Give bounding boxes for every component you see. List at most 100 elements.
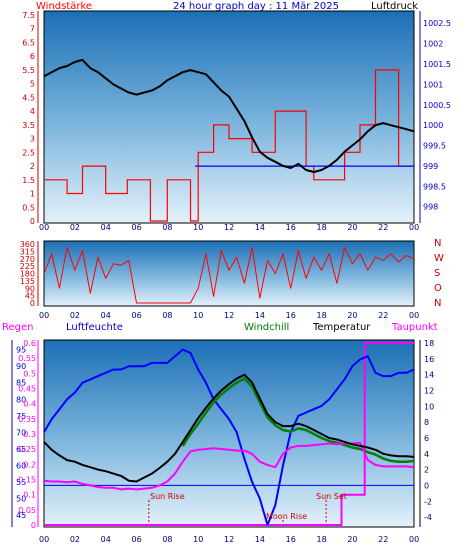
x-tick-bottom-10: 20 — [347, 535, 357, 544]
x-tick-top-5: 10 — [193, 223, 203, 232]
wind-axis-tick-11: 5.5 — [22, 66, 35, 75]
x-tick-mid-2: 04 — [101, 311, 111, 320]
wind-axis-tick-2: 1 — [30, 190, 35, 199]
rain-total-line — [44, 342, 414, 526]
wind-axis-tick-12: 6 — [30, 52, 35, 61]
x-tick-top-3: 06 — [132, 223, 142, 232]
humidity-line — [43, 348, 415, 526]
x-tick-top-6: 12 — [224, 223, 234, 232]
wind-axis-tick-5: 2.5 — [22, 148, 35, 157]
pressure-axis-tick-0: 998 — [423, 203, 438, 212]
wind-axis-tick-15: 7.5 — [22, 11, 35, 20]
pressure-axis-tick-3: 999.5 — [423, 142, 446, 151]
rain-axis-tick-6: 0.3 — [23, 430, 36, 439]
x-tick-mid-5: 10 — [193, 311, 203, 320]
compass-label-4: N — [434, 298, 441, 309]
x-tick-top-0: 00 — [39, 223, 49, 232]
x-tick-bottom-4: 08 — [162, 535, 172, 544]
rain-axis-tick-12: 0.6 — [23, 339, 36, 348]
sun-rise-annotation: Sun Rise — [150, 492, 185, 501]
pressure-axis-tick-2: 999 — [423, 162, 438, 171]
x-tick-top-1: 02 — [70, 223, 80, 232]
rain-axis-tick-5: 0.25 — [18, 445, 36, 454]
compass-label-2: S — [434, 268, 440, 279]
x-tick-mid-9: 18 — [317, 311, 327, 320]
windchill-line — [181, 377, 415, 463]
humidity-axis-tick-7: 80 — [16, 395, 26, 404]
dir-axis-tick-1: 45 — [25, 292, 35, 301]
sun-set-annotation: Sun Set — [316, 492, 347, 501]
dir-axis-tick-6: 270 — [20, 255, 35, 264]
wind-axis-tick-14: 7 — [30, 25, 35, 34]
pressure-axis-tick-8: 1002 — [423, 40, 443, 49]
wind-axis-tick-6: 3 — [30, 135, 35, 144]
dir-axis-tick-0: 0 — [30, 299, 35, 308]
wind-pressure-panel — [43, 10, 415, 224]
wind-axis-tick-13: 6.5 — [22, 38, 35, 47]
wind-axis-tick-1: 0.5 — [22, 203, 35, 212]
rain-axis-tick-1: 0.05 — [18, 506, 36, 515]
x-tick-top-7: 14 — [255, 223, 265, 232]
rain-axis-tick-7: 0.35 — [18, 415, 36, 424]
dir-axis-tick-7: 315 — [20, 247, 35, 256]
moon-rise-annotation: Moon Rise — [266, 512, 307, 521]
x-tick-mid-6: 12 — [224, 311, 234, 320]
x-tick-bottom-12: 00 — [409, 535, 419, 544]
wind-axis-tick-10: 5 — [30, 80, 35, 89]
humidity-axis-tick-3: 60 — [16, 461, 26, 470]
temp-axis-tick-3: 2 — [424, 466, 429, 475]
humidity-axis-tick-0: 45 — [16, 511, 26, 520]
x-tick-mid-12: 00 — [409, 311, 419, 320]
dir-axis-tick-5: 225 — [20, 262, 35, 271]
wind-speed-line — [44, 69, 414, 222]
x-tick-bottom-9: 18 — [317, 535, 327, 544]
rain-axis-tick-11: 0.55 — [18, 354, 36, 363]
rain-axis-tick-9: 0.45 — [18, 385, 36, 394]
x-tick-mid-11: 22 — [378, 311, 388, 320]
temp-axis-tick-0: -4 — [424, 513, 432, 522]
humidity-axis-tick-4: 65 — [16, 445, 26, 454]
x-tick-bottom-3: 06 — [132, 535, 142, 544]
temp-axis-tick-10: 16 — [424, 355, 434, 364]
x-tick-bottom-7: 14 — [255, 535, 265, 544]
temp-axis-tick-8: 12 — [424, 386, 434, 395]
temp-axis-tick-11: 18 — [424, 339, 434, 348]
wind-axis-tick-8: 4 — [30, 107, 35, 116]
x-tick-top-2: 04 — [101, 223, 111, 232]
x-tick-bottom-1: 02 — [70, 535, 80, 544]
wind-header-label: Windstärke — [36, 1, 92, 12]
humidity-axis-tick-2: 55 — [16, 478, 26, 487]
pressure-header-label: Luftdruck — [371, 1, 418, 12]
pressure-axis-tick-1: 998.5 — [423, 182, 446, 191]
date-header: 24 hour graph day : 11 Mär 2025 — [173, 1, 339, 12]
wind-axis-tick-4: 2 — [30, 162, 35, 171]
x-tick-top-10: 20 — [347, 223, 357, 232]
pressure-line — [43, 58, 415, 173]
x-tick-mid-3: 06 — [132, 311, 142, 320]
temp-axis-tick-1: -2 — [424, 497, 432, 506]
wind-axis-tick-0: 0 — [30, 217, 35, 226]
rain-axis-tick-2: 0.1 — [23, 491, 36, 500]
humidity-axis-tick-5: 70 — [16, 428, 26, 437]
temp-axis-tick-7: 10 — [424, 402, 434, 411]
pressure-axis-tick-9: 1002.5 — [423, 19, 451, 28]
x-tick-mid-7: 14 — [255, 311, 265, 320]
x-tick-bottom-8: 16 — [286, 535, 296, 544]
x-tick-mid-4: 08 — [162, 311, 172, 320]
x-tick-bottom-5: 10 — [193, 535, 203, 544]
x-tick-top-4: 08 — [162, 223, 172, 232]
wind-direction-line — [43, 246, 415, 304]
temp-axis-tick-4: 4 — [424, 450, 429, 459]
rain-axis-tick-3: 0.15 — [18, 476, 36, 485]
humidity-axis-tick-6: 75 — [16, 412, 26, 421]
pressure-axis-tick-6: 1001 — [423, 80, 443, 89]
humidity-axis-tick-9: 90 — [16, 362, 26, 371]
wind-direction-panel — [43, 240, 415, 307]
windchill-label: Windchill — [244, 322, 289, 333]
x-tick-top-8: 16 — [286, 223, 296, 232]
wind-axis-tick-9: 4.5 — [22, 93, 35, 102]
pressure-axis-tick-7: 1001.5 — [423, 60, 451, 69]
x-tick-bottom-11: 22 — [378, 535, 388, 544]
dir-axis-tick-4: 180 — [20, 270, 35, 279]
